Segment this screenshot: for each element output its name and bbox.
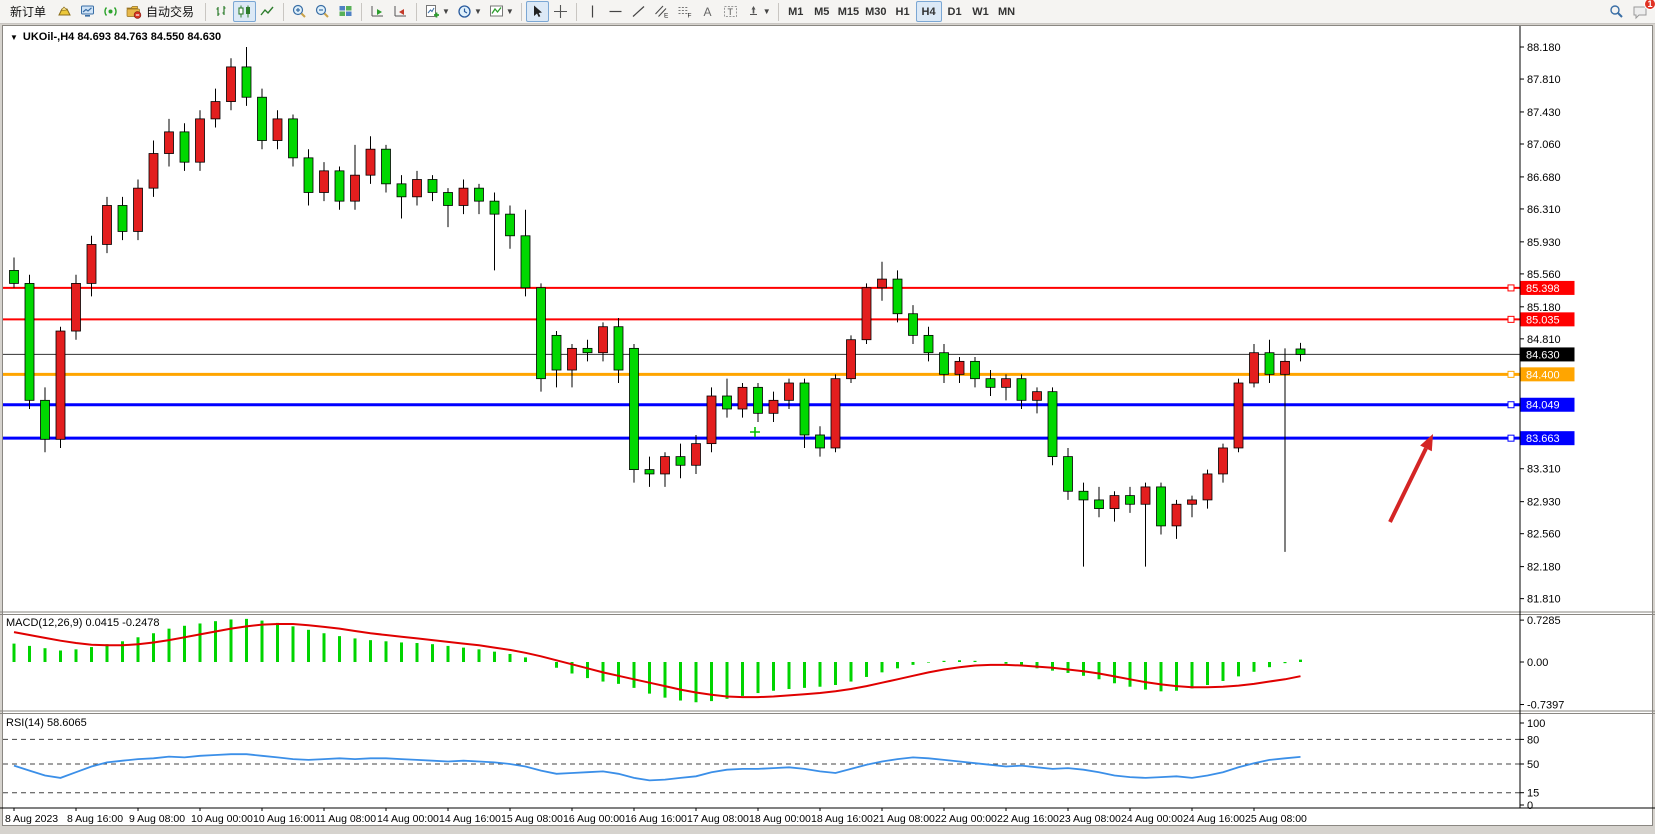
chevron-down-icon: ▼ [442, 7, 450, 16]
gold-symbol-icon[interactable] [53, 1, 76, 22]
text-tool-icon[interactable]: A [696, 1, 719, 22]
toolbar-separator [575, 2, 577, 21]
notification-badge: 1 [1644, 0, 1655, 10]
symbol-dropdown-icon[interactable]: ▼ [10, 32, 18, 42]
market-watch-icon[interactable] [76, 1, 99, 22]
auto-trading-button[interactable]: 自动交易 [122, 1, 201, 22]
tab-timeframe-h1[interactable]: H1 [895, 5, 910, 18]
chart-window[interactable] [2, 25, 1653, 826]
toolbar-separator [416, 2, 418, 21]
rsi-indicator-label: RSI(14) 58.6065 [6, 717, 87, 729]
timeframe-group: M1 M5 M15 M30 H1 H4 D1 W1 MN [783, 0, 1020, 24]
chevron-down-icon: ▼ [473, 7, 482, 16]
chart-shift-icon[interactable] [389, 1, 412, 22]
text-label-tool-icon[interactable]: T [719, 1, 742, 22]
bar-chart-icon[interactable] [210, 1, 233, 22]
chevron-down-icon: ▼ [505, 7, 514, 16]
tab-timeframe-m15[interactable]: M15 [837, 5, 860, 18]
horizontal-line-tool-icon[interactable] [604, 1, 627, 22]
tab-timeframe-m30[interactable]: M30 [865, 5, 887, 18]
channel-tool-icon[interactable]: E [650, 1, 673, 22]
new-order-button[interactable]: 新订单 [3, 1, 53, 22]
chevron-down-icon: ▼ [762, 7, 771, 16]
search-icon[interactable] [1605, 1, 1628, 22]
fibonacci-tool-icon[interactable]: F [673, 1, 696, 22]
toolbar-separator [283, 2, 285, 21]
macd-indicator-label: MACD(12,26,9) 0.0415 -0.2478 [6, 617, 160, 629]
chart-title-text: UKOil-,H4 84.693 84.763 84.550 84.630 [22, 31, 222, 43]
line-chart-icon[interactable] [256, 1, 279, 22]
arrows-tool-button[interactable]: ▼ [742, 1, 774, 22]
crosshair-tool-icon[interactable] [549, 1, 572, 22]
main-toolbar: 新订单 自动交易 [0, 0, 1655, 24]
tab-timeframe-h4[interactable]: H4 [915, 1, 942, 22]
vertical-line-tool-icon[interactable] [581, 1, 604, 22]
toolbar-separator [520, 2, 522, 21]
auto-scroll-icon[interactable] [366, 1, 389, 22]
tab-timeframe-m5[interactable]: M5 [814, 5, 830, 18]
tab-timeframe-m1[interactable]: M1 [788, 5, 804, 18]
tab-timeframe-d1[interactable]: D1 [947, 5, 962, 18]
signals-icon[interactable] [99, 1, 122, 22]
candlestick-chart-icon[interactable] [233, 1, 257, 22]
chart-title: ▼ UKOil-,H4 84.693 84.763 84.550 84.630 [10, 31, 221, 43]
toolbar-separator [205, 2, 207, 21]
new-order-label: 新订单 [10, 5, 47, 19]
periods-button[interactable]: ▼ [453, 1, 485, 22]
svg-text:T: T [727, 7, 733, 17]
toolbar-separator [361, 2, 363, 21]
indicators-button[interactable]: ▼ [485, 1, 517, 22]
svg-text:A: A [703, 5, 711, 19]
window-bottom-frame [0, 826, 1655, 834]
svg-text:E: E [664, 13, 669, 20]
svg-text:F: F [687, 13, 691, 20]
notifications-button[interactable]: 1 [1628, 0, 1655, 22]
trendline-tool-icon[interactable] [627, 1, 650, 22]
tab-timeframe-w1[interactable]: W1 [972, 5, 989, 18]
zoom-in-icon[interactable] [288, 1, 311, 22]
toolbar-separator [777, 2, 779, 21]
new-chart-button[interactable]: ▼ [421, 1, 453, 22]
zoom-out-icon[interactable] [311, 1, 334, 22]
tab-timeframe-mn[interactable]: MN [997, 5, 1016, 18]
tile-windows-icon[interactable] [334, 1, 357, 22]
cursor-tool-icon[interactable] [525, 1, 549, 22]
auto-trading-label: 自动交易 [146, 5, 195, 19]
